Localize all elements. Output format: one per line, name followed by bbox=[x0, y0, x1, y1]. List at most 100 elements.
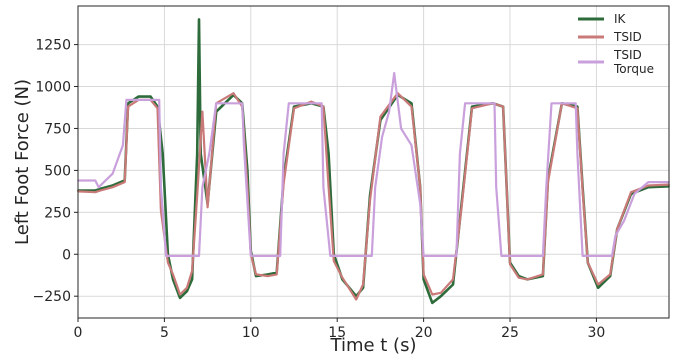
data-point bbox=[545, 186, 548, 189]
legend-label: TSID bbox=[613, 48, 642, 62]
data-point bbox=[172, 273, 174, 276]
data-point bbox=[191, 278, 194, 281]
grid-lines bbox=[77, 6, 669, 318]
data-point bbox=[196, 152, 199, 155]
data-point bbox=[179, 297, 181, 299]
data-point bbox=[597, 286, 599, 289]
data-point bbox=[127, 105, 129, 108]
data-point bbox=[374, 186, 377, 189]
data-point bbox=[355, 298, 358, 301]
data-point bbox=[455, 255, 458, 257]
y-tick-label: −250 bbox=[33, 289, 71, 305]
series-layer bbox=[77, 18, 670, 305]
data-point bbox=[310, 100, 313, 103]
data-point bbox=[379, 115, 382, 118]
data-point bbox=[471, 107, 473, 110]
data-point bbox=[362, 283, 364, 286]
data-point bbox=[332, 260, 335, 262]
data-point bbox=[232, 92, 235, 95]
data-point bbox=[419, 186, 422, 189]
data-point bbox=[452, 278, 454, 281]
data-point bbox=[167, 261, 169, 264]
data-point bbox=[431, 302, 434, 304]
data-point bbox=[440, 291, 442, 294]
x-tick-label: 10 bbox=[242, 325, 260, 341]
data-point bbox=[179, 293, 181, 296]
data-point bbox=[322, 105, 325, 108]
data-point bbox=[191, 270, 194, 272]
legend-label: IK bbox=[614, 12, 627, 26]
x-tick-label: 20 bbox=[415, 325, 433, 341]
data-point bbox=[249, 255, 252, 257]
data-point bbox=[341, 276, 344, 279]
data-point bbox=[388, 110, 390, 113]
data-point bbox=[459, 152, 461, 155]
data-point bbox=[495, 186, 498, 189]
data-point bbox=[542, 255, 544, 257]
data-point bbox=[111, 186, 114, 189]
data-point bbox=[160, 209, 162, 212]
data-point bbox=[460, 206, 463, 209]
data-point bbox=[127, 102, 129, 105]
data-point bbox=[614, 234, 617, 237]
data-point bbox=[320, 102, 323, 105]
data-point bbox=[287, 102, 290, 105]
data-point bbox=[581, 189, 584, 192]
data-point bbox=[111, 172, 114, 175]
data-point bbox=[576, 152, 579, 155]
data-point bbox=[393, 72, 396, 74]
data-point bbox=[215, 102, 218, 105]
data-point bbox=[196, 194, 199, 197]
data-point bbox=[410, 102, 413, 105]
x-tick-label: 25 bbox=[501, 325, 519, 341]
data-point bbox=[647, 181, 650, 184]
data-point bbox=[440, 295, 442, 298]
data-point bbox=[623, 219, 625, 222]
data-point bbox=[369, 199, 371, 202]
data-point bbox=[609, 273, 612, 276]
data-point bbox=[149, 95, 152, 98]
x-tick-label: 5 bbox=[160, 325, 169, 341]
data-point bbox=[206, 206, 209, 209]
data-point bbox=[186, 286, 188, 289]
legend-label: Torque bbox=[613, 62, 654, 76]
data-point bbox=[597, 283, 599, 286]
data-point bbox=[122, 144, 124, 147]
data-point bbox=[400, 127, 402, 130]
data-point bbox=[381, 135, 383, 138]
data-point bbox=[198, 255, 200, 257]
data-point bbox=[161, 152, 164, 155]
data-point bbox=[647, 184, 650, 187]
data-point bbox=[255, 275, 257, 277]
data-point bbox=[275, 273, 278, 276]
data-point bbox=[293, 107, 295, 110]
data-point bbox=[322, 186, 325, 189]
data-point bbox=[208, 152, 211, 155]
data-point bbox=[267, 275, 269, 277]
data-point bbox=[243, 144, 245, 147]
axis-ticks: 0 5 10 15 20 25 30 −250 0 250 500 750 1000 1250 bbox=[33, 38, 606, 341]
data-point bbox=[586, 261, 589, 264]
data-point bbox=[422, 255, 425, 257]
data-point bbox=[97, 186, 100, 189]
y-tick-label: 1250 bbox=[35, 38, 71, 54]
data-point bbox=[198, 18, 200, 21]
data-point bbox=[633, 193, 636, 195]
data-point bbox=[616, 228, 619, 231]
data-point bbox=[410, 105, 413, 108]
x-tick-label: 30 bbox=[588, 325, 606, 341]
data-point bbox=[526, 278, 529, 281]
data-point bbox=[611, 255, 613, 257]
data-point bbox=[99, 189, 102, 192]
data-point bbox=[452, 283, 454, 286]
data-point bbox=[267, 273, 269, 276]
x-axis-label: Time t (s) bbox=[330, 335, 417, 356]
data-point bbox=[241, 102, 244, 105]
data-point bbox=[94, 191, 97, 194]
data-point bbox=[201, 186, 204, 189]
y-tick-label: 750 bbox=[44, 121, 71, 137]
data-point bbox=[431, 293, 434, 296]
data-point bbox=[550, 102, 553, 105]
